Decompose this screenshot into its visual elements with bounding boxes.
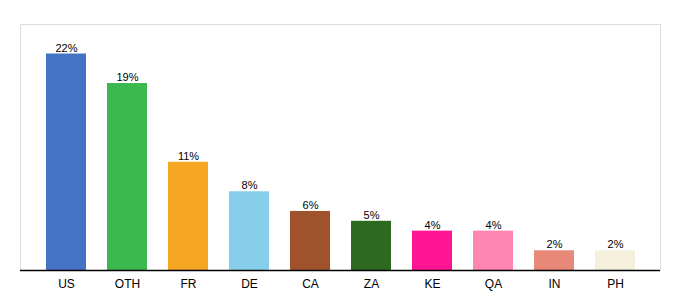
svg-text:DE: DE xyxy=(241,277,258,291)
svg-text:US: US xyxy=(58,277,75,291)
svg-text:CA: CA xyxy=(302,277,319,291)
svg-text:4%: 4% xyxy=(425,219,441,231)
svg-text:ZA: ZA xyxy=(364,277,379,291)
svg-text:22%: 22% xyxy=(55,42,77,54)
svg-text:PH: PH xyxy=(607,277,624,291)
svg-text:4%: 4% xyxy=(486,219,502,231)
svg-text:5%: 5% xyxy=(364,209,380,221)
svg-text:6%: 6% xyxy=(303,199,319,211)
svg-text:2%: 2% xyxy=(547,238,563,250)
svg-text:19%: 19% xyxy=(116,71,138,83)
svg-text:8%: 8% xyxy=(242,179,258,191)
svg-text:FR: FR xyxy=(181,277,197,291)
svg-text:QA: QA xyxy=(485,277,502,291)
svg-text:OTH: OTH xyxy=(115,277,140,291)
svg-text:KE: KE xyxy=(424,277,440,291)
svg-text:2%: 2% xyxy=(608,238,624,250)
svg-text:11%: 11% xyxy=(178,150,199,162)
svg-text:IN: IN xyxy=(549,277,561,291)
